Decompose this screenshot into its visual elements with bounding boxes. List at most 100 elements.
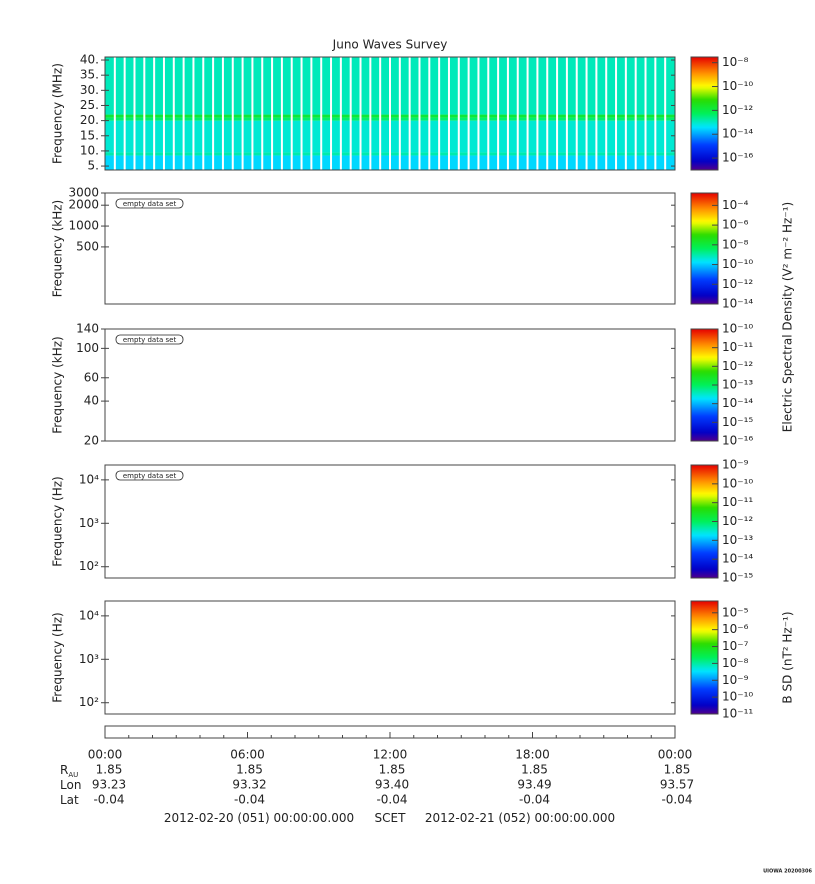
- data-gap: [487, 57, 490, 170]
- colorbar-tick-label: 10⁻¹²: [722, 103, 753, 117]
- data-gap: [162, 57, 165, 170]
- data-gap: [536, 57, 539, 170]
- data-gap: [634, 57, 637, 170]
- row-value: 93.40: [375, 778, 409, 792]
- credit: UIOWA 20200306: [763, 869, 812, 875]
- panel-frame: [104, 600, 676, 715]
- annotation: empty data set: [123, 336, 177, 344]
- y-tick-label: 25.: [80, 98, 99, 112]
- data-gap: [585, 57, 588, 170]
- data-gap: [389, 57, 391, 170]
- data-gap: [339, 57, 342, 170]
- data-gap: [379, 57, 382, 170]
- colorbar-tick-label: 10⁻¹²: [722, 277, 753, 291]
- colorbar-tick-label: 10⁻¹⁰: [722, 257, 753, 271]
- data-gap: [605, 57, 608, 170]
- data-gap: [241, 57, 244, 170]
- row-value: 1.85: [236, 763, 263, 777]
- y-tick-label: 10³: [79, 516, 99, 530]
- colorbar-tick-label: 10⁻¹³: [722, 533, 753, 547]
- row-label-sub: AU: [68, 771, 78, 779]
- colorbar-tick-label: 10⁻¹⁴: [722, 396, 753, 410]
- y-tick-label: 10⁴: [79, 608, 99, 622]
- data-gap: [261, 57, 264, 170]
- time-label: 00:00: [88, 748, 123, 762]
- data-gap: [408, 57, 411, 170]
- data-gap: [182, 57, 185, 170]
- data-gap: [153, 57, 156, 170]
- row-value: -0.04: [376, 793, 407, 807]
- colorbar-tick-label: 10⁻¹²: [722, 514, 753, 528]
- colorbar-tick-label: 10⁻¹¹: [722, 340, 753, 354]
- y-tick-label: 3000: [68, 186, 99, 200]
- row-value: 1.85: [521, 763, 548, 777]
- data-gap: [654, 57, 657, 170]
- row-value: -0.04: [661, 793, 692, 807]
- y-tick-label: 30.: [80, 83, 99, 97]
- data-gap: [497, 57, 500, 170]
- colorbar-label: B SD (nT² Hz⁻¹): [781, 611, 795, 703]
- data-gap: [221, 57, 224, 170]
- y-tick-label: 100: [76, 341, 99, 355]
- colorbar-tick-label: 10⁻¹⁴: [722, 127, 753, 141]
- y-tick-label: 1000: [68, 219, 99, 233]
- data-gap: [202, 57, 205, 170]
- data-gap: [447, 57, 450, 170]
- row-label: Lon: [60, 778, 81, 792]
- annotation: empty data set: [123, 200, 177, 208]
- data-gap: [546, 57, 549, 170]
- data-gap: [526, 57, 529, 170]
- end-time: 2012-02-21 (052) 00:00:00.000: [425, 811, 615, 825]
- colorbar-tick-label: 10⁻¹⁴: [722, 552, 753, 566]
- row-label-main: R: [60, 763, 68, 777]
- start-time: 2012-02-20 (051) 00:00:00.000: [164, 811, 354, 825]
- data-gap: [349, 57, 352, 170]
- colorbar-tick-label: 10⁻¹¹: [722, 707, 753, 721]
- row-value: 1.85: [96, 763, 123, 777]
- colorbar: [690, 192, 719, 305]
- data-gap: [271, 57, 274, 170]
- data-gap: [143, 57, 146, 170]
- data-gap: [418, 57, 421, 170]
- row-value: 93.57: [660, 778, 694, 792]
- data-gap: [457, 57, 460, 170]
- y-axis-label: Frequency (MHz): [51, 63, 65, 164]
- y-tick-label: 40.: [80, 53, 99, 67]
- time-label: 00:00: [658, 748, 693, 762]
- data-gap: [231, 57, 234, 170]
- data-gap: [300, 57, 303, 170]
- colorbar-tick-label: 10⁻¹⁴: [722, 297, 753, 311]
- data-gap: [330, 57, 333, 170]
- data-gap: [438, 57, 441, 170]
- colorbar-tick-label: 10⁻¹⁶: [722, 434, 753, 448]
- row-value: -0.04: [519, 793, 550, 807]
- y-tick-label: 10⁴: [79, 472, 99, 486]
- data-gap: [516, 57, 519, 170]
- y-tick-label: 10.: [80, 143, 99, 157]
- panel-frame: [104, 192, 676, 305]
- colorbar-tick-label: 10⁻⁸: [722, 656, 749, 670]
- scet: SCET: [375, 811, 407, 825]
- colorbar-tick-label: 10⁻¹¹: [722, 495, 753, 509]
- y-axis-label: Frequency (kHz): [51, 336, 65, 433]
- annotation-box: [115, 198, 184, 209]
- colorbar-label: Electric Spectral Density (V² m⁻² Hz⁻¹): [781, 202, 795, 432]
- time-label: 06:00: [230, 748, 265, 762]
- data-gap: [320, 57, 323, 170]
- data-gap: [172, 57, 175, 170]
- row-value: 93.23: [92, 778, 126, 792]
- colorbar-tick-label: 10⁻⁹: [722, 458, 749, 472]
- colorbar-tick-label: 10⁻¹⁰: [722, 79, 753, 93]
- colorbar-tick-label: 10⁻¹⁵: [722, 415, 753, 429]
- colorbar-tick-label: 10⁻⁴: [722, 198, 749, 212]
- colorbar-tick-label: 10⁻⁶: [722, 218, 749, 232]
- colorbar-tick-label: 10⁻⁶: [722, 622, 749, 636]
- colorbar-tick-label: 10⁻⁸: [722, 237, 749, 251]
- colorbar: [690, 56, 719, 171]
- data-gap: [477, 57, 480, 170]
- colorbar-tick-label: 10⁻⁷: [722, 639, 749, 653]
- row-label-main: Lat: [60, 793, 79, 807]
- annotation-box: [115, 334, 184, 345]
- y-tick-label: 60: [84, 370, 99, 384]
